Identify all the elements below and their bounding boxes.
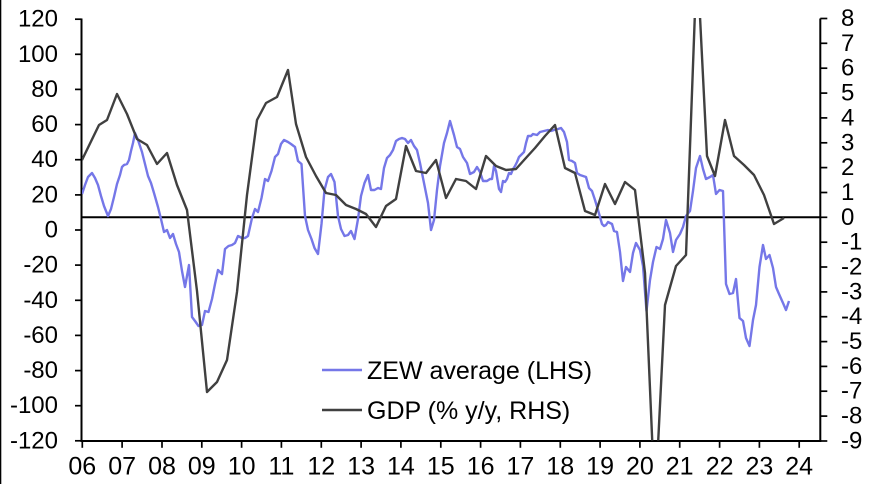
svg-text:22: 22 xyxy=(706,453,734,481)
svg-text:-2: -2 xyxy=(841,254,862,281)
svg-text:80: 80 xyxy=(31,76,58,103)
svg-text:-4: -4 xyxy=(841,303,862,330)
svg-text:08: 08 xyxy=(148,453,176,481)
svg-text:16: 16 xyxy=(467,453,495,481)
svg-text:-8: -8 xyxy=(841,403,862,430)
svg-text:40: 40 xyxy=(31,146,58,173)
svg-text:-7: -7 xyxy=(841,378,862,405)
svg-text:15: 15 xyxy=(427,453,455,481)
svg-text:23: 23 xyxy=(745,453,773,481)
svg-text:24: 24 xyxy=(785,453,813,481)
svg-text:10: 10 xyxy=(228,453,256,481)
svg-text:-120: -120 xyxy=(10,427,58,454)
svg-text:20: 20 xyxy=(31,181,58,208)
svg-text:-6: -6 xyxy=(841,353,862,380)
svg-text:-80: -80 xyxy=(23,357,58,384)
svg-text:-40: -40 xyxy=(23,287,58,314)
svg-text:100: 100 xyxy=(18,41,58,68)
svg-text:4: 4 xyxy=(841,104,854,131)
svg-text:09: 09 xyxy=(188,453,216,481)
svg-text:-20: -20 xyxy=(23,252,58,279)
svg-text:-100: -100 xyxy=(10,392,58,419)
svg-text:5: 5 xyxy=(841,80,854,107)
svg-text:120: 120 xyxy=(18,6,58,33)
svg-text:13: 13 xyxy=(347,453,375,481)
svg-text:7: 7 xyxy=(841,30,854,57)
svg-text:-60: -60 xyxy=(23,322,58,349)
svg-text:-1: -1 xyxy=(841,229,862,256)
svg-text:-5: -5 xyxy=(841,328,862,355)
svg-text:-3: -3 xyxy=(841,278,862,305)
svg-text:-9: -9 xyxy=(841,428,862,455)
svg-text:0: 0 xyxy=(841,204,854,231)
svg-text:8: 8 xyxy=(841,5,854,32)
svg-text:60: 60 xyxy=(31,111,58,138)
svg-text:6: 6 xyxy=(841,55,854,82)
svg-text:0: 0 xyxy=(45,217,58,244)
svg-text:19: 19 xyxy=(586,453,614,481)
svg-text:1: 1 xyxy=(841,179,854,206)
svg-text:GDP (% y/y, RHS): GDP (% y/y, RHS) xyxy=(367,397,570,425)
svg-text:21: 21 xyxy=(666,453,694,481)
svg-text:11: 11 xyxy=(268,453,294,481)
svg-text:3: 3 xyxy=(841,129,854,156)
svg-text:12: 12 xyxy=(307,453,335,481)
svg-text:18: 18 xyxy=(546,453,574,481)
svg-text:20: 20 xyxy=(626,453,654,481)
svg-text:14: 14 xyxy=(387,453,415,481)
svg-text:17: 17 xyxy=(506,453,534,481)
svg-text:07: 07 xyxy=(108,453,136,481)
svg-text:2: 2 xyxy=(841,154,854,181)
svg-text:06: 06 xyxy=(68,453,96,481)
svg-text:ZEW average (LHS): ZEW average (LHS) xyxy=(367,357,592,385)
